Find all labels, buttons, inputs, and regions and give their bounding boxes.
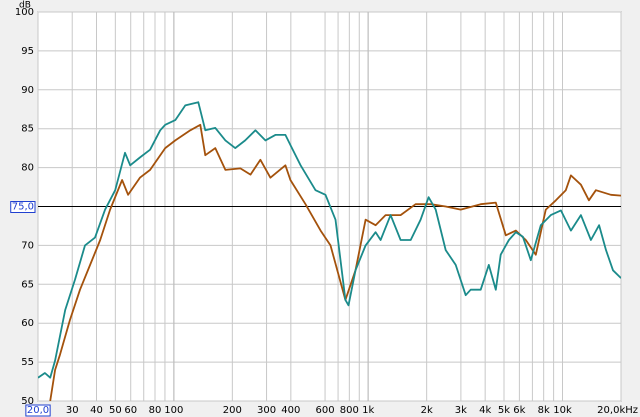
tick-label-box <box>10 201 36 213</box>
x-tick-label: 100 <box>164 405 183 416</box>
x-tick-label: 10k <box>553 405 572 416</box>
x-tick-label: 4k <box>479 405 491 416</box>
x-tick-label: 1k <box>362 405 374 416</box>
x-tick-label: 20,0kHz <box>597 405 638 416</box>
x-tick-label: 40 <box>90 405 103 416</box>
x-tick-label: 30 <box>66 405 79 416</box>
series-line <box>38 101 621 379</box>
x-tick-label: 2k <box>421 405 433 416</box>
series-line <box>49 123 621 401</box>
x-tick-label: 6k <box>513 405 525 416</box>
x-tick-label: 8k <box>538 405 550 416</box>
y-tick-label: 75,0 <box>12 202 34 213</box>
x-tick-label: 400 <box>281 405 300 416</box>
y-tick-label: 80 <box>21 163 34 174</box>
x-tick-label: 300 <box>257 405 276 416</box>
x-tick-label: 800 <box>340 405 359 416</box>
y-tick-label: 90 <box>21 85 34 96</box>
y-tick-label: 65 <box>21 279 34 290</box>
x-tick-label: 20,0 <box>27 405 49 416</box>
x-tick-label: 80 <box>149 405 162 416</box>
x-tick-label: 60 <box>124 405 137 416</box>
x-tick-label: 600 <box>316 405 335 416</box>
y-tick-label: 85 <box>21 124 34 135</box>
y-tick-label: 95 <box>21 46 34 57</box>
y-tick-label: 55 <box>21 357 34 368</box>
y-tick-label: 100 <box>15 7 34 18</box>
y-tick-label: 70 <box>21 240 34 251</box>
x-tick-label: 5k <box>498 405 510 416</box>
y-unit: dB <box>19 1 31 11</box>
y-tick-label: 60 <box>21 318 34 329</box>
x-tick-label: 200 <box>223 405 242 416</box>
tick-label-box <box>25 404 51 417</box>
x-tick-label: 50 <box>109 405 122 416</box>
x-tick-label: 3k <box>455 405 467 416</box>
y-tick-label: 50 <box>21 396 34 407</box>
